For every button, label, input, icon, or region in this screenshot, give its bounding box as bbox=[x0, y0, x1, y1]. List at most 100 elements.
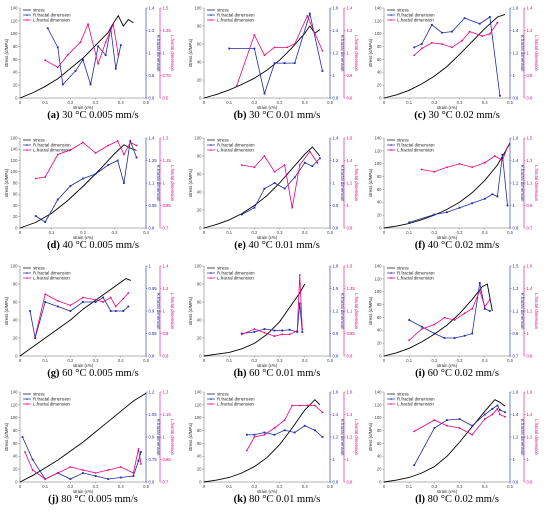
legend-entry: stress bbox=[33, 266, 46, 271]
y-tick-label: 60 bbox=[13, 57, 18, 62]
r-tick-label: 1 bbox=[513, 73, 516, 78]
y-tick-label: 20 bbox=[13, 214, 18, 219]
legend-marker bbox=[26, 14, 28, 16]
l-fractal-point bbox=[253, 436, 256, 438]
r-fractal-point bbox=[109, 310, 112, 312]
r-axis-label: R.fractal dimension bbox=[520, 165, 525, 202]
x-tick-label: 0.5 bbox=[327, 358, 333, 363]
r-tick-label: 1 bbox=[333, 180, 336, 185]
l-fractal-point bbox=[240, 333, 243, 336]
r-fractal-point bbox=[56, 46, 59, 49]
chart-panel: 0 0.1 0.2 0.3 0.4 0.5 0 20 40 60 80 100 0.6 0.8 0.8 1 1 1… bbox=[188, 132, 366, 260]
chart-panel: 0 0.1 0.2 0.3 0.4 0.5 0 20 40 60 80 100 120 140 0.6 0.7… bbox=[4, 386, 182, 514]
r-tick-label: 0.9 bbox=[149, 434, 155, 439]
caption-id: (h) bbox=[233, 368, 247, 379]
r-fractal-point bbox=[119, 44, 122, 47]
x-tick-label: 0.2 bbox=[67, 358, 73, 363]
y-tick-label: 100 bbox=[375, 415, 383, 420]
x-tick-label: 0.4 bbox=[118, 100, 124, 105]
r-tick-label: 1 bbox=[333, 457, 336, 462]
r-fractal-point bbox=[44, 221, 47, 223]
stress-line bbox=[203, 146, 321, 229]
r-fractal-point bbox=[499, 94, 501, 97]
y-tick-label: 80 bbox=[197, 153, 202, 158]
legend-entry: R.fractal dimension bbox=[217, 143, 255, 148]
l-fractal-point bbox=[491, 413, 494, 416]
y-tick-label: 140 bbox=[375, 5, 383, 10]
legend-marker bbox=[210, 144, 212, 146]
legend-entry: R.fractal dimension bbox=[33, 271, 71, 276]
l-tick-label: 1 bbox=[347, 457, 350, 462]
l-fractal-point bbox=[44, 59, 47, 62]
legend-entry: R.fractal dimension bbox=[217, 13, 255, 18]
r-fractal-point bbox=[240, 213, 243, 216]
caption-id: (i) bbox=[415, 368, 425, 379]
r-fractal-point bbox=[104, 54, 107, 57]
y-tick-label: 100 bbox=[195, 5, 203, 10]
y-tick-label: 120 bbox=[375, 276, 383, 281]
l-tick-label: 1.2 bbox=[527, 434, 533, 439]
l-fractal-point bbox=[433, 323, 436, 326]
l-fractal-line bbox=[408, 289, 491, 341]
r-fractal-point bbox=[303, 161, 306, 164]
l-fractal-point bbox=[140, 463, 142, 465]
r-fractal-point bbox=[446, 419, 448, 422]
l-tick-label: 0.6 bbox=[163, 353, 169, 358]
y-tick-label: 60 bbox=[197, 299, 202, 304]
caption-text: 30 °C 0.02 mm/s bbox=[425, 110, 500, 121]
y-tick-label: 20 bbox=[377, 467, 382, 472]
l-fractal-line bbox=[236, 14, 323, 86]
legend-entry: stress bbox=[397, 8, 410, 13]
r-fractal-point bbox=[433, 427, 436, 429]
chart-svg: 0 0.1 0.2 0.3 0.4 0.5 0 20 40 60 80 100 0.8 0.6 1 0.8 1.… bbox=[188, 5, 359, 110]
r-fractal-point bbox=[34, 215, 37, 217]
stress-line bbox=[383, 283, 493, 357]
r-fractal-point bbox=[273, 182, 276, 184]
legend-entry: stress bbox=[33, 138, 46, 143]
l-tick-label: 1.4 bbox=[347, 412, 353, 417]
x-tick-label: 0.2 bbox=[251, 100, 257, 105]
l-tick-label: 1.6 bbox=[347, 263, 353, 268]
caption-text: 30 °C 0.01 mm/s bbox=[246, 110, 321, 121]
r-tick-label: 1.05 bbox=[149, 412, 158, 417]
l-fractal-point bbox=[461, 39, 464, 42]
y-tick-label: 60 bbox=[13, 299, 18, 304]
r-tick-label: 1.4 bbox=[513, 158, 519, 163]
caption-id: (e) bbox=[234, 240, 246, 251]
x-tick-label: 0.3 bbox=[93, 358, 99, 363]
r-fractal-point bbox=[29, 310, 31, 312]
l-fractal-point bbox=[291, 206, 294, 209]
l-tick-label: 0.85 bbox=[347, 331, 356, 336]
l-axis-label: L.fractal dimension bbox=[354, 35, 359, 72]
x-tick-label: 0.5 bbox=[507, 358, 513, 363]
r-fractal-point bbox=[420, 325, 423, 328]
l-tick-label: 0.8 bbox=[527, 73, 533, 78]
r-fractal-point bbox=[303, 424, 306, 427]
chart-panel: 0 0.1 0.2 0.3 0.4 0.5 0 20 40 60 80 100 120 140 0.6 0.5… bbox=[4, 2, 182, 130]
l-tick-label: 1.6 bbox=[347, 135, 353, 140]
l-tick-label: 1 bbox=[163, 50, 166, 55]
l-fractal-point bbox=[253, 34, 256, 36]
legend-entry: L.fractal dimension bbox=[33, 402, 70, 407]
chart-svg: 0 0.1 0.2 0.3 0.4 0.5 0 20 40 60 80 100 120 140 0.6 0.7… bbox=[4, 389, 175, 494]
l-fractal-point bbox=[488, 32, 491, 35]
caption-text: 80 °C 0.005 mm/s bbox=[58, 494, 138, 505]
legend-entry: L.fractal dimension bbox=[397, 402, 434, 407]
l-fractal-point bbox=[501, 159, 504, 162]
x-tick-label: 0 bbox=[203, 358, 206, 363]
r-fractal-point bbox=[129, 140, 132, 142]
y-tick-label: 140 bbox=[11, 5, 19, 10]
l-fractal-point bbox=[273, 170, 276, 173]
r-fractal-point bbox=[433, 332, 436, 335]
x-axis-label: strain (ε%) bbox=[257, 105, 278, 110]
y-tick-label: 20 bbox=[377, 341, 382, 346]
r-fractal-point bbox=[107, 164, 110, 166]
l-fractal-point bbox=[253, 328, 256, 330]
l-tick-label: 1.25 bbox=[163, 28, 172, 33]
l-tick-label: 0.8 bbox=[347, 479, 353, 484]
caption-text: 60 °C 0.01 mm/s bbox=[246, 368, 321, 379]
l-fractal-point bbox=[94, 298, 97, 301]
r-tick-label: 1.4 bbox=[149, 5, 155, 10]
